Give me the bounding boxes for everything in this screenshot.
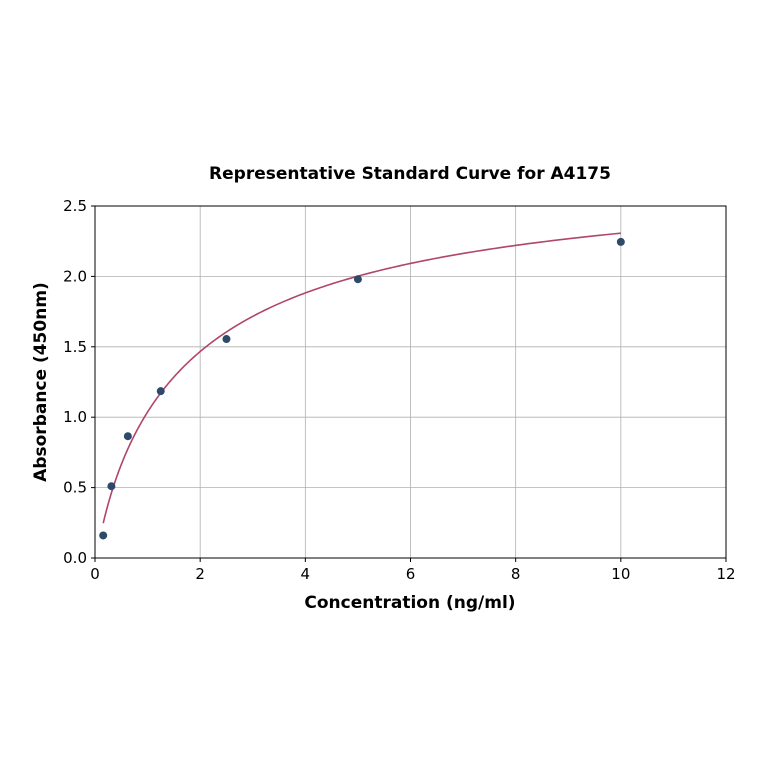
y-tick-label: 0.0 <box>63 549 87 567</box>
data-point <box>99 531 108 540</box>
y-axis: 0.0 0.5 1.0 1.5 2.0 2.5 <box>63 197 95 567</box>
x-tick-label: 10 <box>611 565 630 583</box>
data-point <box>123 432 132 441</box>
data-point <box>616 237 625 246</box>
y-tick-label: 2.5 <box>63 197 87 215</box>
x-tick-label: 0 <box>90 565 100 583</box>
x-tick-label: 6 <box>406 565 416 583</box>
y-tick-label: 1.5 <box>63 338 87 356</box>
data-points <box>99 237 625 540</box>
x-tick-label: 12 <box>716 565 735 583</box>
y-axis-label: Absorbance (450nm) <box>31 282 51 482</box>
data-point <box>156 387 165 396</box>
x-tick-label: 4 <box>301 565 311 583</box>
data-point <box>222 335 231 344</box>
chart-title: Representative Standard Curve for A4175 <box>209 164 611 184</box>
data-point <box>107 482 116 491</box>
y-tick-label: 1.0 <box>63 408 87 426</box>
grid <box>94 205 727 559</box>
x-tick-label: 8 <box>511 565 521 583</box>
x-axis-label: Concentration (ng/ml) <box>304 593 515 613</box>
x-tick-label: 2 <box>195 565 205 583</box>
y-tick-label: 0.5 <box>63 479 87 497</box>
x-axis: 0 2 4 6 8 10 12 <box>90 558 736 583</box>
data-point <box>353 275 362 284</box>
y-tick-label: 2.0 <box>63 267 87 285</box>
